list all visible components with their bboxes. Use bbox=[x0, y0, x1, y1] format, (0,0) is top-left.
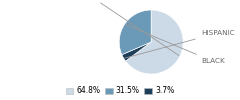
Legend: 64.8%, 31.5%, 3.7%: 64.8%, 31.5%, 3.7% bbox=[65, 86, 175, 96]
Wedge shape bbox=[122, 42, 151, 61]
Wedge shape bbox=[126, 10, 183, 74]
Text: BLACK: BLACK bbox=[126, 25, 225, 64]
Text: WHITE: WHITE bbox=[78, 0, 179, 56]
Wedge shape bbox=[119, 10, 151, 55]
Text: HISPANIC: HISPANIC bbox=[125, 30, 234, 58]
